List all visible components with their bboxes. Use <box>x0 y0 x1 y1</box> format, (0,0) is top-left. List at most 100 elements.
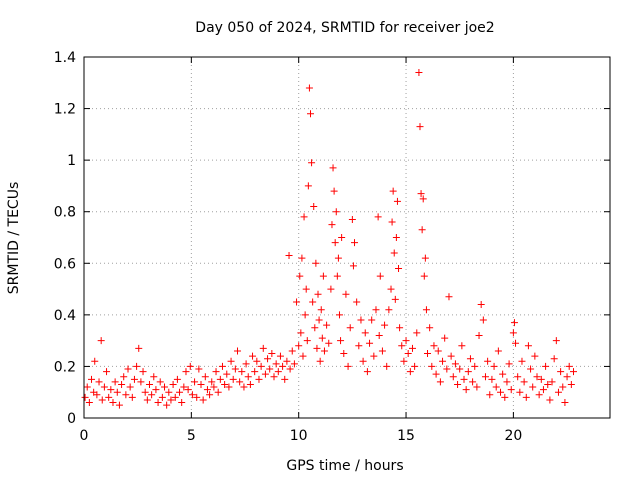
data-point <box>413 329 421 337</box>
data-point <box>416 123 424 131</box>
data-point <box>434 347 442 355</box>
data-point <box>152 386 160 394</box>
data-point <box>451 360 459 368</box>
data-point <box>552 337 560 345</box>
y-tick-label: 0.8 <box>54 205 76 221</box>
data-point <box>214 388 222 396</box>
data-point <box>327 285 335 293</box>
data-point <box>524 342 532 350</box>
data-point <box>231 365 239 373</box>
data-point <box>370 352 378 360</box>
data-point <box>303 337 311 345</box>
data-point <box>118 380 126 388</box>
data-point <box>150 373 158 381</box>
x-tick-label: 5 <box>187 428 196 444</box>
data-point <box>333 272 341 280</box>
data-point <box>293 298 301 306</box>
data-point <box>188 391 196 399</box>
data-point <box>169 380 177 388</box>
data-point <box>388 218 396 226</box>
data-point <box>163 401 171 409</box>
data-point <box>255 375 263 383</box>
data-point <box>218 362 226 370</box>
data-point <box>567 380 575 388</box>
data-point <box>494 347 502 355</box>
data-point <box>148 391 156 399</box>
data-point <box>310 203 318 211</box>
data-point <box>374 213 382 221</box>
data-point <box>383 362 391 370</box>
data-point <box>268 350 276 358</box>
data-point <box>355 342 363 350</box>
x-tick-label: 15 <box>397 428 415 444</box>
data-point <box>312 259 320 267</box>
data-point <box>471 362 479 370</box>
data-point <box>529 383 537 391</box>
data-point <box>475 331 483 339</box>
data-point <box>420 272 428 280</box>
data-point <box>195 365 203 373</box>
data-point <box>351 239 359 247</box>
data-point <box>381 321 389 329</box>
plot-frame <box>83 56 611 419</box>
data-point <box>299 352 307 360</box>
data-point <box>400 357 408 365</box>
data-point <box>484 357 492 365</box>
data-point <box>344 362 352 370</box>
data-point <box>229 375 237 383</box>
data-point <box>546 396 554 404</box>
data-point <box>249 352 257 360</box>
data-point <box>415 68 423 76</box>
data-point <box>402 337 410 345</box>
data-point <box>234 347 242 355</box>
data-point <box>557 368 565 376</box>
data-point <box>281 375 289 383</box>
data-point <box>458 342 466 350</box>
data-point <box>165 388 173 396</box>
data-point <box>81 393 89 401</box>
data-point <box>503 378 511 386</box>
data-point <box>288 347 296 355</box>
data-point <box>368 316 376 324</box>
data-point <box>330 187 338 195</box>
data-point <box>514 373 522 381</box>
data-point <box>499 370 507 378</box>
data-point <box>107 386 115 394</box>
data-point <box>253 357 261 365</box>
data-point <box>445 293 453 301</box>
data-point <box>462 386 470 394</box>
data-point <box>286 365 294 373</box>
data-point <box>240 383 248 391</box>
data-point <box>311 324 319 332</box>
data-point <box>261 370 269 378</box>
data-point <box>316 357 324 365</box>
chart-title: Day 050 of 2024, SRMTID for receiver joe… <box>195 20 494 36</box>
data-point <box>126 383 134 391</box>
data-point <box>391 295 399 303</box>
data-point <box>376 272 384 280</box>
y-tick-label: 0.2 <box>54 359 76 375</box>
data-point <box>305 84 313 92</box>
data-point <box>244 373 252 381</box>
data-point <box>307 110 315 118</box>
data-point <box>518 357 526 365</box>
data-point <box>466 355 474 363</box>
data-point <box>173 375 181 383</box>
data-point <box>361 329 369 337</box>
data-point <box>154 399 162 407</box>
data-point <box>366 339 374 347</box>
data-point <box>507 386 515 394</box>
data-point <box>338 234 346 241</box>
data-point <box>100 383 108 391</box>
data-point <box>408 344 416 352</box>
data-point <box>398 342 406 350</box>
data-point <box>464 368 472 376</box>
data-point <box>372 306 380 314</box>
data-point <box>304 182 312 190</box>
data-point <box>488 375 496 383</box>
data-point <box>297 329 305 337</box>
data-point <box>212 368 220 376</box>
data-point <box>296 272 304 280</box>
data-point <box>404 350 412 358</box>
